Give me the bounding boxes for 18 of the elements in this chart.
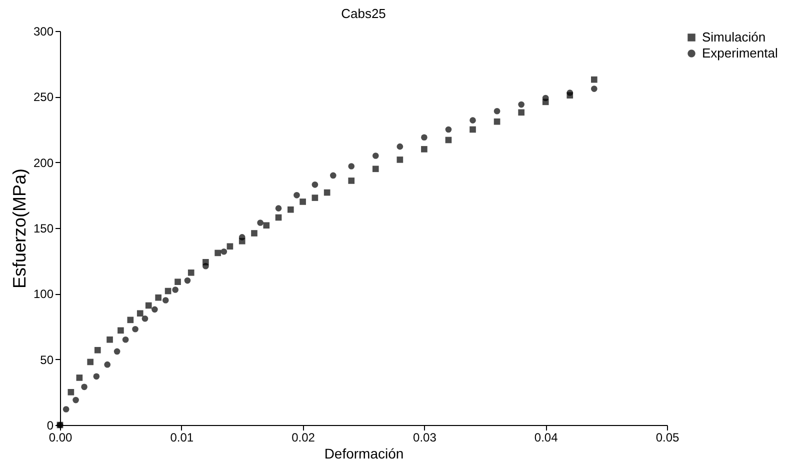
x-tick-label: 0.01 [170,430,194,444]
y-tick-label: 100 [33,287,54,302]
chart-title: Cabs25 [341,6,386,21]
y-tick-label: 300 [33,24,54,38]
y-tick-label: 0 [46,418,54,432]
x-tick-label: 0.05 [656,430,680,444]
x-tick-label: 0.02 [292,430,316,444]
x-tick-label: 0.00 [48,430,72,444]
y-axis-title: Esfuerzo(MPa) [9,168,30,289]
y-tick-label: 250 [33,90,54,104]
x-axis-title: Deformación [324,446,404,462]
y-tick-label: 150 [33,222,54,236]
y-tick-label: 200 [33,156,54,170]
legend-label: Simulación [702,30,766,44]
x-tick-label: 0.04 [534,430,558,444]
y-tick-label: 50 [40,352,54,367]
x-tick-label: 0.03 [413,430,437,444]
legend-label: Experimental [702,46,778,60]
